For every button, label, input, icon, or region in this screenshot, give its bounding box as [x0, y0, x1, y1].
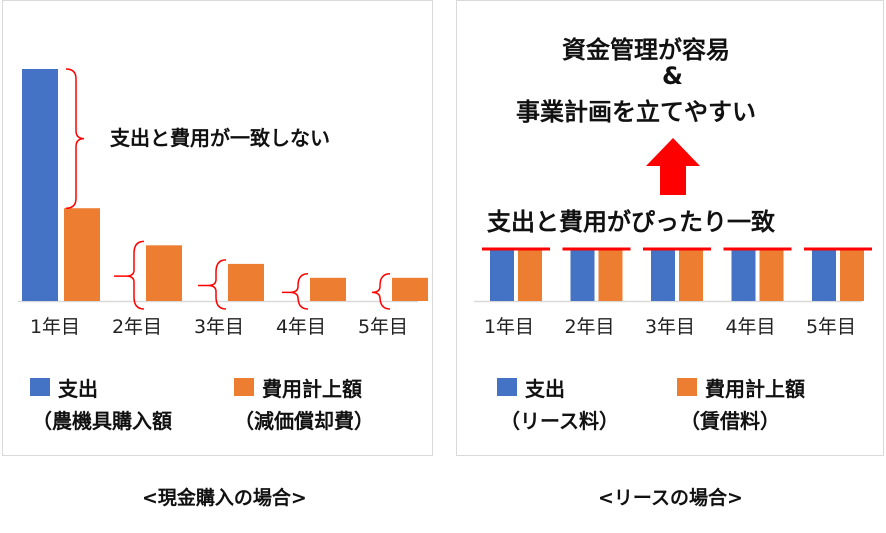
legend-left-cost: 費用計上額	[262, 377, 362, 401]
brace-icon	[198, 259, 227, 310]
brace-icon	[282, 273, 309, 310]
x-tick-label: 5年目	[358, 316, 408, 338]
legend-swatch-expense	[497, 378, 517, 396]
legend-right-cost-sub: （賃借料）	[680, 409, 780, 433]
legend-swatch-cost	[677, 378, 697, 396]
x-tick-label: 3年目	[194, 316, 244, 338]
bar-cost	[840, 249, 864, 301]
bar-expense	[490, 249, 514, 301]
bar-cost	[64, 208, 100, 301]
bar-expense	[22, 69, 58, 301]
headline-ampersand: &	[662, 62, 683, 90]
bar-cost	[146, 245, 182, 301]
mismatch-annotation: 支出と費用が一致しない	[110, 126, 330, 150]
legend-swatch-cost	[234, 378, 254, 396]
match-annotation: 支出と費用がぴったり一致	[487, 208, 775, 236]
up-arrow-icon	[646, 138, 700, 195]
x-tick-label: 1年目	[30, 316, 80, 338]
brace-icon	[114, 240, 145, 310]
legend-left-cost-sub: （減価償却費）	[234, 409, 374, 433]
headline-line-1: 資金管理が容易	[562, 36, 730, 64]
bar-cost	[310, 277, 346, 301]
bar-cost	[598, 249, 623, 301]
legend-right-cost: 費用計上額	[705, 377, 805, 401]
brace-icon	[65, 68, 85, 209]
brace-icon	[371, 273, 391, 310]
bar-cost	[392, 277, 428, 301]
x-tick-label: 1年目	[484, 316, 534, 338]
bar-cost	[228, 263, 264, 301]
x-tick-label: 5年目	[806, 316, 856, 338]
bar-cost	[518, 249, 542, 301]
x-tick-label: 4年目	[725, 316, 775, 338]
x-tick-label: 4年目	[276, 316, 326, 338]
bar-expense	[651, 249, 675, 301]
x-tick-label: 2年目	[564, 316, 614, 338]
legend-left-expense-sub: （農機具購入額	[32, 409, 172, 433]
caption-cash-purchase: <現金購入の場合>	[142, 487, 307, 509]
caption-lease: <リースの場合>	[598, 487, 743, 509]
legend-right-expense-sub: （リース料）	[500, 409, 619, 433]
bar-cost	[679, 249, 703, 301]
legend-swatch-expense	[30, 378, 50, 396]
x-tick-label: 3年目	[645, 316, 695, 338]
cash-purchase-panel	[2, 0, 433, 456]
headline-line-2: 事業計画を立てやすい	[516, 98, 756, 126]
legend-left-expense: 支出	[58, 377, 98, 401]
bar-expense	[812, 249, 836, 301]
x-tick-label: 2年目	[112, 316, 162, 338]
legend-right-expense: 支出	[525, 377, 565, 401]
bar-expense	[731, 249, 756, 301]
bar-cost	[759, 249, 784, 301]
lease-panel	[456, 0, 884, 456]
bar-expense	[570, 249, 595, 301]
